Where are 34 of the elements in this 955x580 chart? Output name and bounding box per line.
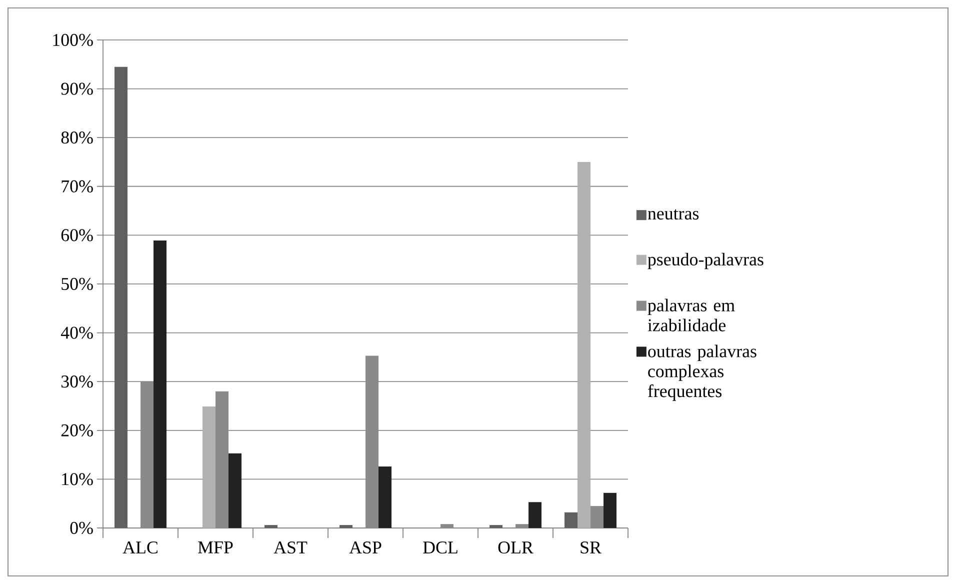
legend-label: palavras em izabilidade	[648, 298, 735, 332]
bar	[578, 162, 591, 528]
bar	[114, 66, 128, 528]
y-tick-label: 20%	[61, 424, 93, 436]
y-tick-label: 100%	[53, 34, 93, 46]
legend-label: pseudo-palavras	[648, 252, 764, 270]
y-tick-label: 80%	[61, 132, 93, 144]
bar	[340, 525, 353, 528]
x-tick-label: DCL	[423, 542, 458, 554]
y-tick-label: 0%	[70, 522, 93, 534]
x-tick-label: SR	[580, 542, 602, 554]
legend-label: neutras	[648, 209, 699, 220]
x-tick-label: MFP	[198, 541, 233, 554]
bar	[202, 406, 216, 528]
y-tick-label: 30%	[61, 376, 93, 388]
x-tick-label: ALC	[122, 542, 158, 554]
y-tick-label: 70%	[62, 180, 93, 192]
bar	[378, 466, 392, 528]
bar	[154, 240, 167, 528]
x-tick-label: OLR	[498, 542, 534, 554]
bar	[264, 525, 278, 528]
bar	[528, 502, 542, 528]
bar	[490, 525, 503, 528]
x-tick-label: ASP	[349, 542, 382, 554]
y-tick-label: 90%	[61, 82, 93, 95]
bar	[604, 492, 617, 528]
y-tick-label: 50%	[62, 278, 93, 290]
y-tick-label: 40%	[60, 326, 93, 339]
y-tick-label: 60%	[61, 229, 93, 242]
x-tick-label: AST	[274, 542, 308, 554]
bar	[564, 512, 578, 528]
legend-label: outras palavras complexas frequentes	[648, 344, 756, 401]
y-tick-label: 10%	[62, 473, 93, 486]
bar	[228, 453, 242, 528]
